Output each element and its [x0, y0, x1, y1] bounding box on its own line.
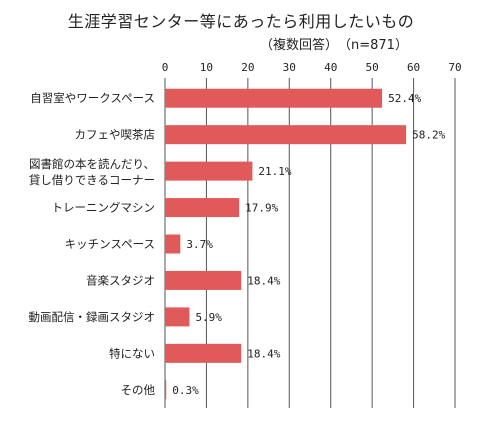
category-label: 自習室やワークスペース [30, 91, 155, 105]
bar [165, 307, 190, 327]
chart-title: 生涯学習センター等にあったら利用したいもの [67, 12, 415, 31]
x-tick-label: 40 [324, 61, 337, 74]
value-label: 3.7% [186, 238, 213, 251]
value-label: 58.2% [412, 129, 445, 142]
value-label: 21.1% [258, 165, 291, 178]
value-label: 17.9% [245, 202, 278, 215]
value-label: 5.9% [195, 311, 222, 324]
bar [165, 198, 240, 218]
category-label: キッチンスペース [65, 237, 155, 251]
value-label: 0.3% [172, 384, 199, 397]
bar [165, 343, 242, 363]
category-label: 動画配信・録画スタジオ [29, 310, 156, 324]
bar [165, 161, 253, 181]
x-tick-label: 60 [407, 61, 420, 74]
category-label: 音楽スタジオ [86, 273, 155, 287]
value-label: 18.4% [247, 274, 280, 287]
category-label: カフェや喫茶店 [75, 128, 156, 142]
x-tick-label: 0 [162, 61, 169, 74]
x-tick-label: 70 [448, 61, 461, 74]
category-label: その他 [121, 383, 156, 397]
x-tick-label: 50 [366, 61, 379, 74]
bar [165, 270, 242, 290]
x-tick-label: 10 [200, 61, 213, 74]
bar [165, 88, 383, 108]
x-tick-label: 30 [283, 61, 296, 74]
chart-subtitle: （複数回答） （n=871） [260, 38, 408, 53]
value-label: 18.4% [247, 347, 280, 360]
category-label: トレーニングマシン [52, 201, 156, 215]
x-tick-label: 20 [241, 61, 254, 74]
bar [165, 234, 181, 254]
value-label: 52.4% [388, 92, 421, 105]
category-label: 図書館の本を読んだり、貸し借りできるコーナー [29, 157, 155, 187]
category-label: 特にない [109, 346, 155, 360]
bar [165, 125, 407, 145]
bar [165, 380, 167, 400]
